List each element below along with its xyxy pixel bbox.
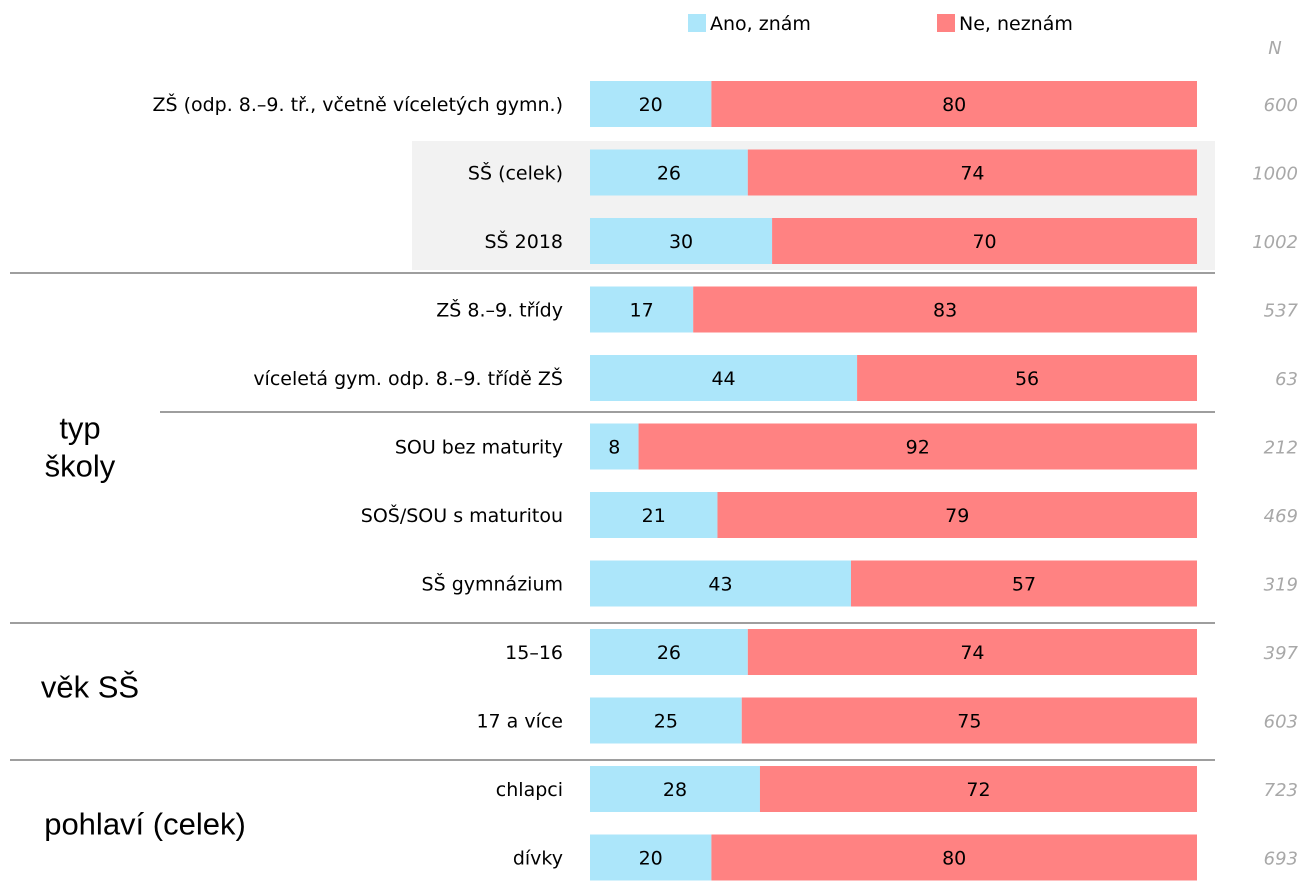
data-label-no: 92 [906,437,930,459]
n-value: 212 [1264,438,1298,459]
category-label: 15–16 [505,642,563,664]
legend-swatch-no [937,14,955,32]
data-label-no: 79 [945,505,969,527]
data-label-no: 83 [933,300,957,322]
bar-segment-yes [590,218,773,264]
category-label: ZŠ 8.–9. třídy [436,298,563,322]
bar-segment-yes [590,629,748,675]
bar-segment-yes [590,286,694,333]
data-label-no: 80 [942,94,966,116]
category-label: 17 a více [476,711,563,733]
category-label: SOU bez maturity [395,437,563,459]
data-label-no: 75 [957,711,981,733]
bar-segment-yes [590,560,852,607]
category-label: víceletá gym. odp. 8.–9. třídě ZŠ [253,366,563,390]
n-value: 1002 [1252,232,1298,253]
bar-segment-yes [590,834,712,881]
bar-segment-yes [590,355,858,401]
data-label-no: 57 [1012,574,1036,596]
data-label-yes: 20 [639,94,663,116]
group-label: školy [45,449,116,484]
bar-segment-yes [590,492,718,538]
data-label-no: 74 [960,163,984,185]
bar-segment-no [772,218,1197,264]
bar-segment-yes [590,81,712,127]
n-value: 537 [1264,301,1299,322]
n-value: 693 [1264,849,1298,870]
bar-segment-no [747,149,1197,196]
group-label: typ [59,411,100,446]
data-label-yes: 28 [663,779,687,801]
bar-segment-yes [590,423,639,470]
data-label-yes: 25 [654,711,678,733]
data-label-yes: 26 [657,163,681,185]
category-label: ZŠ (odp. 8.–9. tř., včetně víceletých gy… [152,92,563,116]
data-label-no: 70 [972,231,996,253]
data-label-yes: 20 [639,848,663,870]
data-label-yes: 44 [711,368,735,390]
bar-segment-yes [590,766,760,812]
n-value: 469 [1264,506,1298,527]
legend-label-no: Ne, neznám [959,13,1073,35]
data-label-no: 56 [1015,368,1039,390]
category-label: SŠ (celek) [468,161,563,185]
bar-rows: ZŠ (odp. 8.–9. tř., včetně víceletých gy… [152,81,1299,881]
category-label: SŠ gymnázium [422,572,563,596]
bar-segment-yes [590,697,742,744]
category-label: dívky [513,848,563,870]
bar-segment-no [711,81,1197,127]
category-label: SŠ 2018 [484,229,563,253]
separators [10,272,1215,761]
bar-segment-no [747,629,1197,675]
category-label: chlapci [496,779,563,801]
n-value: 397 [1264,643,1299,664]
bar-segment-yes [590,149,748,196]
n-value: 723 [1264,780,1298,801]
data-label-yes: 30 [669,231,693,253]
n-value: 600 [1264,95,1298,116]
category-label: SOŠ/SOU s maturitou [361,503,563,527]
data-label-yes: 8 [608,437,620,459]
data-label-no: 74 [960,642,984,664]
n-value: 63 [1275,369,1298,390]
n-column-header: N [1268,38,1281,59]
legend-swatch-yes [688,14,706,32]
bar-segment-no [851,560,1197,607]
bar-segment-no [638,423,1197,470]
group-label: pohlaví (celek) [44,806,246,841]
n-value: 603 [1264,712,1298,733]
data-label-yes: 21 [642,505,666,527]
data-label-yes: 26 [657,642,681,664]
bar-segment-no [857,355,1197,401]
data-label-yes: 17 [630,300,654,322]
data-label-no: 80 [942,848,966,870]
data-label-yes: 43 [708,574,732,596]
bar-segment-no [741,697,1197,744]
bar-segment-no [759,766,1197,812]
legend: Ano, znám Ne, neznám [688,13,1073,35]
legend-label-yes: Ano, znám [710,13,811,35]
group-label: věk SŠ [41,669,139,704]
bar-segment-no [717,492,1197,538]
bar-segment-no [711,834,1197,881]
data-label-no: 72 [966,779,990,801]
n-value: 1000 [1252,164,1298,185]
bar-segment-no [693,286,1197,333]
n-value: 319 [1264,575,1298,596]
